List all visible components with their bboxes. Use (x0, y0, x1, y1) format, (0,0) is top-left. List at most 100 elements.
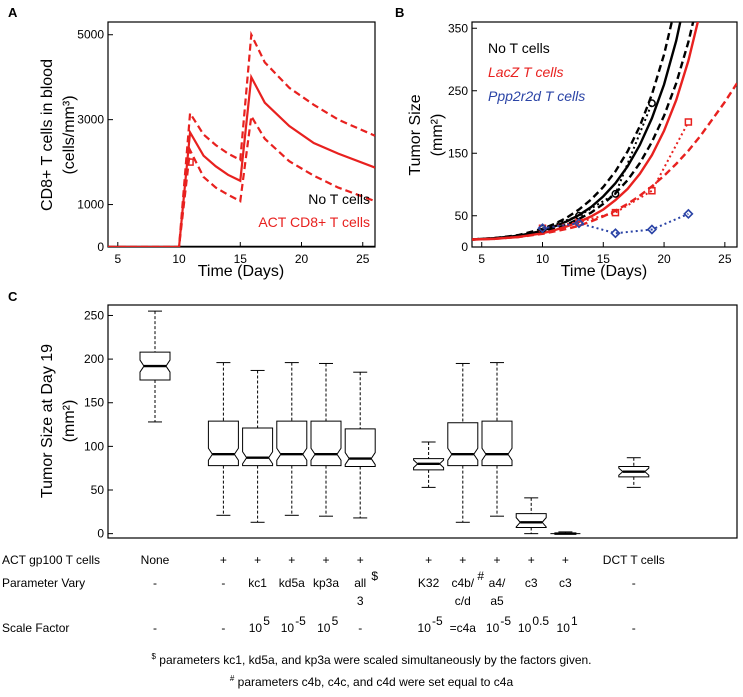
table-scale-exponent: 0.5 (532, 614, 549, 628)
panel-c-frame (107, 304, 738, 539)
table-act-cell: + (493, 553, 500, 567)
table-param-cell-line2: c/d (455, 594, 471, 608)
table-scale-cell: 10 (317, 621, 331, 635)
boxplot-6 (413, 441, 445, 488)
footnote-hash: # parameters c4b, c4c, and c4d were set … (0, 674, 743, 689)
table-scale-exponent: 1 (571, 614, 578, 628)
data-point-lacz (611, 208, 620, 217)
table-act-cell: + (254, 553, 261, 567)
table-scale-cell: 10 (281, 621, 295, 635)
panel-b-series-group (472, 22, 737, 241)
panel-a-ytick-label: 5000 (77, 28, 104, 42)
panel-b-ytick-label: 250 (448, 84, 468, 98)
panel-b-series (472, 22, 737, 241)
panel-a-ylabel-2: (cells/mm³) (61, 95, 78, 174)
series-line-no-t-cells (472, 22, 682, 241)
data-point-no-t (647, 99, 656, 108)
panel-c: 0 50 100 150 200 250 Tumor Size at Day 19 (mm… (2, 304, 738, 635)
table-param-cell: all (354, 576, 366, 590)
table-scale-cell: - (358, 621, 362, 635)
table-scale-cell: 10 (557, 621, 571, 635)
panel-a-legend-no-t: No T cells (308, 191, 370, 207)
table-param-cell-line2: a5 (490, 594, 504, 608)
panel-label-a: A (8, 5, 18, 20)
table-row-label-param: Parameter Vary (2, 576, 85, 590)
table-act-cell: + (220, 553, 227, 567)
panel-b-ytick-label: 350 (448, 21, 468, 35)
data-point-lacz (684, 118, 693, 126)
panel-c-ylabel-2: (mm²) (61, 400, 78, 443)
panel-c-boxes (139, 310, 650, 535)
table-param-cell-line2: 3 (357, 594, 364, 608)
boxplot-box (276, 420, 308, 467)
panel-b-legend-no-t: No T cells (488, 40, 550, 56)
table-param-cell: - (632, 576, 636, 590)
panel-a-ticks: 5 10 15 20 25 0 1000 3000 5000 (77, 28, 369, 266)
panel-c-ytick-label: 0 (97, 527, 104, 541)
table-param-cell: kp3a (313, 576, 339, 590)
table-act-cell: + (322, 553, 329, 567)
table-scale-cell: 10 (249, 621, 263, 635)
boxplot-box (242, 427, 274, 467)
table-param-cell: c3 (525, 576, 538, 590)
panel-b-xtick-label: 5 (478, 252, 485, 266)
table-row-label-scale: Scale Factor (2, 621, 69, 635)
boxplot-8 (481, 362, 513, 517)
table-param-cell: c4b/ (451, 576, 474, 590)
table-act-cell: DCT T cells (603, 553, 665, 567)
panel-b-xtick-label: 25 (718, 252, 732, 266)
panel-a-legend-act: ACT CD8+ T cells (258, 214, 370, 230)
table-param-cell: kc1 (248, 576, 267, 590)
panel-b-xtick-label: 10 (536, 252, 550, 266)
panel-a: 5 10 15 20 25 0 1000 3000 5000 Time (Days) CD8+ … (39, 21, 376, 280)
panel-b-legend-lacz: LacZ T cells (488, 64, 563, 80)
panel-a-ytick-label: 3000 (77, 113, 104, 127)
table-param-cell: a4/ (489, 576, 506, 590)
table-scale-exponent: -5 (500, 614, 511, 628)
data-point-marker (186, 158, 194, 166)
table-act-cell: + (357, 553, 364, 567)
table-act-cell: None (141, 553, 170, 567)
series-line-lacz-observed (542, 121, 690, 230)
panel-a-xtick-label: 10 (172, 252, 186, 266)
panel-c-ytick-label: 50 (91, 483, 105, 497)
table-scale-exponent: 5 (332, 614, 339, 628)
table-param-footnote-mark: # (477, 569, 484, 583)
panel-a-xtick-label: 25 (356, 252, 370, 266)
table-scale-cell: =c4a (450, 621, 477, 635)
footnote-hash-text: parameters c4b, c4c, and c4d were set eq… (234, 675, 514, 689)
data-point-lacz (648, 187, 656, 195)
data-point-ppp2r2d (646, 224, 658, 235)
table-scale-cell: 10 (486, 621, 500, 635)
data-point-ppp2r2d (683, 208, 694, 220)
table-param-cell: c3 (559, 576, 572, 590)
boxplot-11 (618, 457, 650, 488)
table-row-label-act: ACT gp100 T cells (2, 553, 100, 567)
data-point-ppp2r2d (610, 228, 621, 239)
panel-b-ytick-label: 150 (448, 146, 468, 160)
panel-c-ytick-label: 250 (84, 308, 104, 322)
boxplot-10 (550, 531, 581, 535)
footnote-hash-symbol: # (229, 674, 235, 683)
panel-c-ytick-label: 200 (84, 352, 104, 366)
table-scale-cell: - (153, 621, 157, 635)
series-line-act-upper (108, 30, 375, 247)
data-point-no-t (611, 189, 620, 198)
panel-a-ylabel-1: CD8+ T cells in blood (39, 59, 56, 211)
table-param-footnote-mark: $ (371, 569, 378, 583)
panel-a-xtick-label: 15 (234, 252, 248, 266)
footnote-dollar: $ parameters kc1, kd5a, and kp3a were sc… (0, 652, 743, 667)
table-act-cell: + (562, 553, 569, 567)
boxplot-box (515, 513, 547, 529)
panel-a-xtick-label: 5 (114, 252, 121, 266)
table-scale-cell: - (221, 621, 225, 635)
boxplot-2 (242, 369, 274, 523)
table-scale-exponent: -5 (295, 614, 306, 628)
panel-a-ytick-label: 1000 (77, 198, 104, 212)
table-act-cell: + (528, 553, 535, 567)
data-point-ppp2r2d (573, 218, 585, 229)
series-line-lacz-lower (472, 82, 737, 241)
boxplot-box (481, 420, 513, 467)
